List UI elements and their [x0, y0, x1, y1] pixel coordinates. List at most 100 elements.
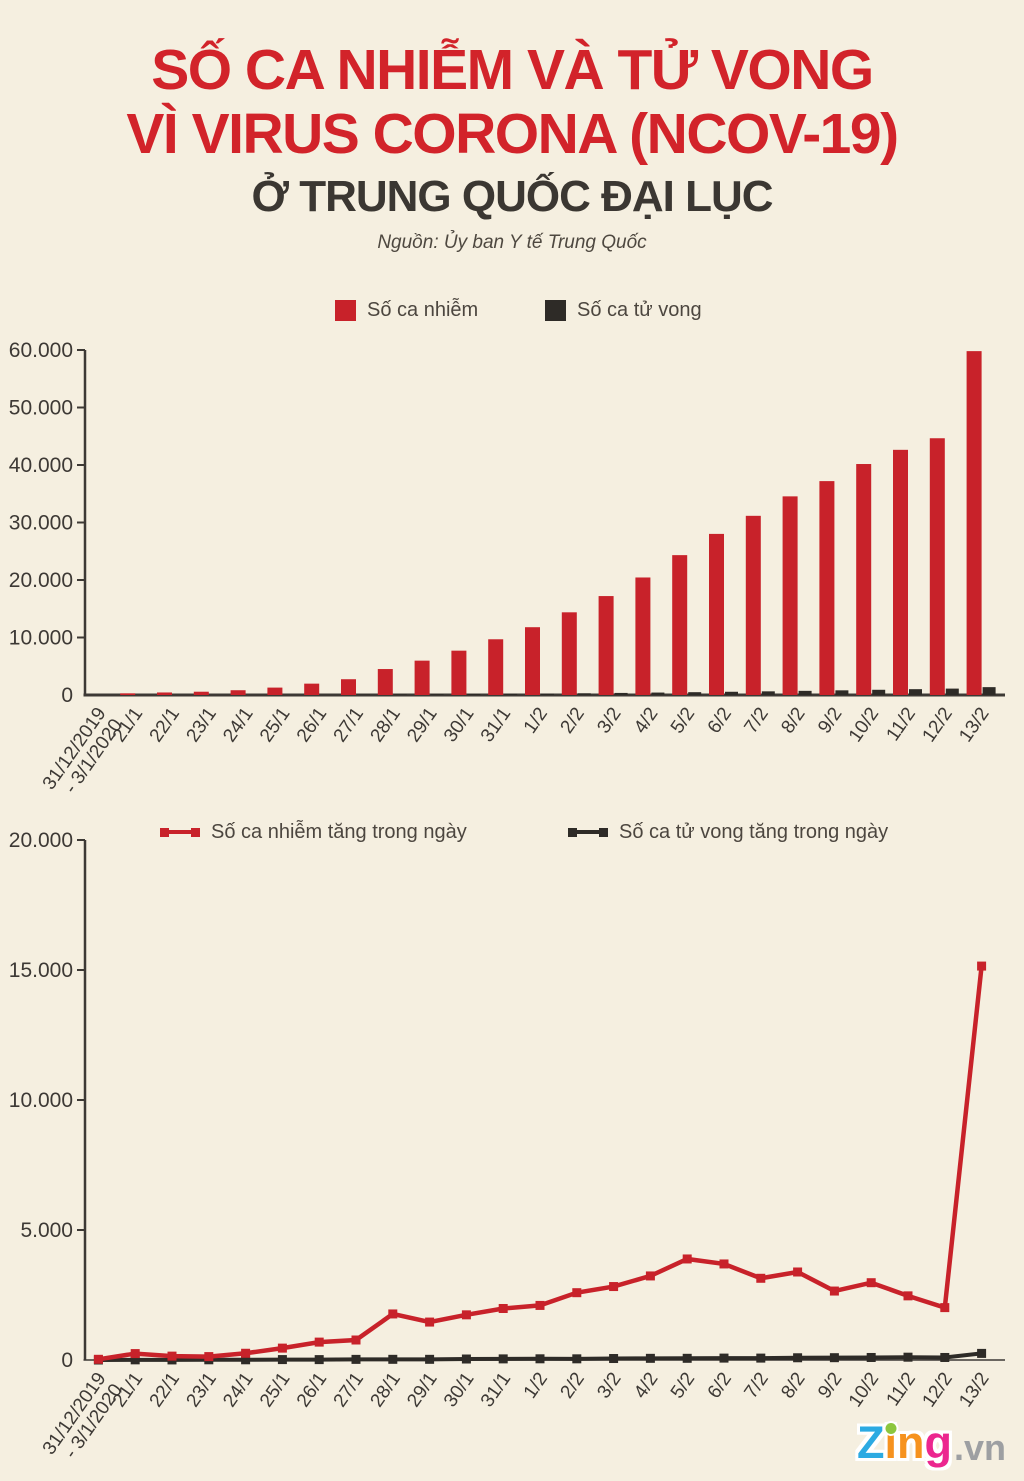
deaths-bar	[541, 693, 554, 695]
cases-bar	[304, 683, 320, 695]
y-tick-label: 15.000	[9, 959, 73, 982]
deaths-marker	[314, 1355, 324, 1365]
x-tick-label: 9/2	[814, 704, 846, 738]
deaths-bar	[761, 691, 775, 695]
x-tick-label: 22/1	[146, 704, 184, 746]
deaths-marker	[130, 1355, 140, 1365]
cases-bar	[856, 464, 872, 695]
legend-item-deaths: Số ca tử vong	[545, 297, 702, 323]
x-tick-label: 27/1	[330, 704, 368, 746]
page-title-line-2: VÌ VIRUS CORONA (NCOV-19)	[126, 102, 899, 166]
x-tick-label: 31/1	[477, 704, 515, 746]
cases-bar	[635, 577, 651, 695]
deaths-bar	[393, 694, 407, 695]
cases-bar	[709, 533, 724, 695]
deaths-marker	[277, 1355, 287, 1365]
deaths-marker	[425, 1354, 435, 1364]
deaths-marker	[388, 1354, 398, 1364]
cumulative-bar-chart: 0 10.000 20.000 30.000 40.000 50.000 60.000 31/…	[9, 339, 1005, 805]
x-tick-label: 13/2	[955, 1369, 993, 1411]
x-tick-label: 11/2	[882, 704, 920, 745]
x-tick-label: 2/2	[557, 704, 589, 738]
x-tick-label: 5/2	[667, 704, 699, 738]
cases-marker	[866, 1278, 876, 1288]
cases-marker	[498, 1303, 508, 1313]
page-title-line-1: SỐ CA NHIỄM VÀ TỬ VONG	[151, 38, 874, 102]
y-tick-label: 60.000	[9, 339, 73, 362]
source-note: Nguồn: Ủy ban Y tế Trung Quốc	[377, 232, 647, 253]
x-tick-label: 5/2	[667, 1369, 699, 1403]
deaths-marker	[940, 1352, 950, 1362]
deaths-marker	[719, 1353, 729, 1363]
brand-letter-g: g	[924, 1417, 952, 1468]
deaths-bar	[614, 692, 628, 695]
legend-item-cases: Số ca nhiễm	[335, 297, 478, 323]
x-tick-label: 7/2	[741, 704, 773, 738]
deaths-marker	[793, 1353, 803, 1363]
cases-marker	[572, 1288, 582, 1298]
cases-bar	[819, 481, 835, 695]
cases-bar	[157, 692, 172, 695]
x-tick-label: 9/2	[814, 1369, 846, 1403]
cases-bar	[193, 691, 209, 695]
deaths-bar	[872, 689, 886, 695]
y-tick-label: 30.000	[9, 512, 73, 535]
x-tick-label: 27/1	[330, 1369, 368, 1411]
x-tick-label: 31/12/2019- 3/1/2020	[39, 1369, 127, 1470]
x-tick-label: 31/12/2019- 3/1/2020	[39, 704, 127, 805]
page-subtitle: Ở TRUNG QUỐC ĐẠI LỤC	[251, 172, 773, 221]
x-tick-label: 26/1	[293, 1369, 331, 1411]
legend-daily-cases-label: Số ca nhiễm tăng trong ngày	[211, 820, 467, 843]
cases-marker	[241, 1348, 251, 1358]
x-tick-label: 23/1	[182, 1369, 220, 1411]
deaths-marker	[829, 1353, 839, 1363]
cases-bar	[782, 496, 798, 695]
deaths-marker	[977, 1348, 987, 1358]
legend-item-daily-deaths: Số ca tử vong tăng trong ngày	[568, 819, 888, 845]
x-tick-label: 24/1	[219, 1369, 257, 1411]
y-tick-label: 40.000	[9, 454, 73, 477]
cases-marker	[461, 1310, 471, 1320]
cases-bar	[267, 687, 283, 695]
deaths-bar	[467, 694, 481, 695]
x-tick-label: 29/1	[403, 704, 441, 746]
cases-bar	[488, 639, 504, 695]
x-tick-label: 8/2	[777, 704, 809, 738]
y-tick-label: 20.000	[9, 829, 73, 852]
deaths-marker	[903, 1352, 913, 1362]
x-tick-label: 6/2	[704, 1369, 736, 1403]
deaths-bar	[430, 694, 444, 695]
deaths-marker	[866, 1352, 876, 1362]
deaths-marker	[682, 1353, 692, 1363]
x-tick-label: 10/2	[845, 704, 883, 746]
cases-marker	[645, 1271, 655, 1281]
deaths-bar	[945, 688, 959, 695]
x-tick-label: 13/2	[955, 704, 993, 746]
x-tick-label: 30/1	[440, 704, 478, 746]
cases-marker	[314, 1337, 324, 1347]
cases-marker	[682, 1254, 692, 1264]
deaths-marker	[572, 1354, 582, 1364]
x-tick-label: 25/1	[256, 704, 294, 746]
daily-line-chart: 0 5.000 10.000 15.000 20.000 31/12/2019- 3/1/…	[9, 829, 1005, 1470]
y-tick-label: 20.000	[9, 569, 73, 592]
y-tick-label: 5.000	[20, 1219, 73, 1242]
x-tick-label: 3/2	[593, 1369, 625, 1403]
x-tick-label: 3/2	[593, 704, 625, 738]
cases-marker	[388, 1309, 398, 1319]
deaths-bar	[982, 687, 996, 695]
cases-marker	[204, 1352, 214, 1362]
x-tick-label: 4/2	[630, 1369, 662, 1403]
legend-deaths-label: Số ca tử vong	[577, 298, 702, 321]
cases-line	[98, 965, 984, 1362]
x-tick-label: 23/1	[182, 704, 220, 746]
cases-swatch-icon	[335, 299, 356, 321]
x-tick-label: 2/2	[557, 1369, 589, 1403]
deaths-marker	[351, 1354, 361, 1364]
deaths-bar	[725, 691, 738, 695]
cases-bar	[672, 555, 688, 695]
cases-marker	[756, 1273, 766, 1283]
x-tick-label: 4/2	[630, 704, 662, 738]
y-tick-label: 10.000	[9, 627, 73, 650]
